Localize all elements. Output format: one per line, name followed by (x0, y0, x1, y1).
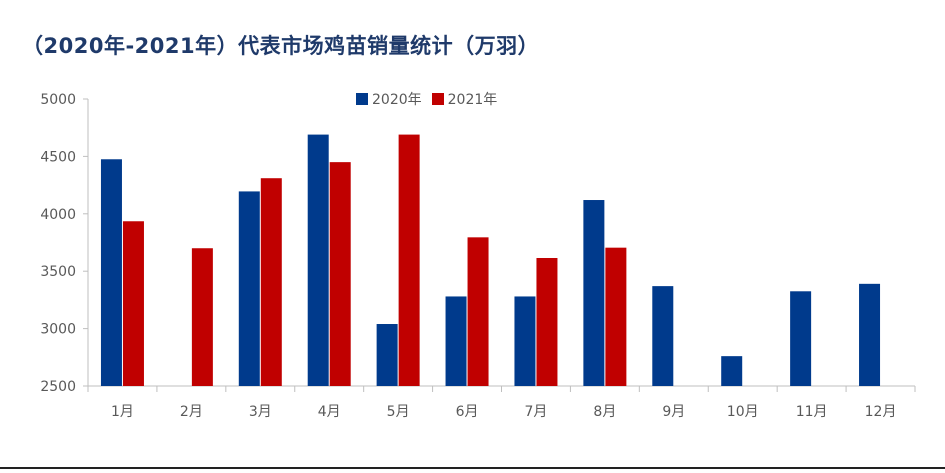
y-tick-label: 5000 (40, 92, 76, 108)
bar-2021年-1月 (122, 221, 144, 386)
bar-2020年-11月 (790, 291, 812, 386)
bar-2020年-9月 (652, 286, 674, 386)
x-tick-label: 9月 (662, 404, 685, 420)
bar-2020年-5月 (376, 324, 398, 386)
legend-swatch-2020 (356, 93, 368, 105)
x-tick-label: 3月 (249, 404, 272, 420)
bar-2020年-6月 (445, 296, 467, 386)
bar-2021年-3月 (260, 178, 282, 386)
y-tick-label: 4500 (40, 149, 76, 165)
bar-2020年-1月 (100, 159, 122, 386)
x-tick-label: 7月 (524, 404, 547, 420)
bar-2021年-7月 (536, 257, 558, 386)
bar-2020年-10月 (721, 356, 743, 386)
y-tick-label: 4000 (40, 207, 76, 223)
x-tick-label: 4月 (318, 404, 341, 420)
legend-item-2021: 2021年 (431, 89, 498, 109)
bar-2021年-2月 (191, 248, 213, 386)
chart-title: （2020年-2021年）代表市场鸡苗销量统计（万羽） (22, 34, 540, 58)
x-tick-label: 1月 (111, 404, 134, 420)
x-tick-label: 5月 (387, 404, 410, 420)
x-tick-label: 10月 (727, 404, 759, 420)
y-tick-label: 2500 (40, 379, 76, 395)
legend-swatch-2021 (431, 93, 444, 105)
legend-label-2021: 2021年 (447, 92, 498, 108)
legend-label-2020: 2020年 (372, 92, 422, 108)
bar-2021年-4月 (329, 162, 351, 386)
x-tick-label: 11月 (796, 404, 828, 420)
bar-2020年-8月 (583, 200, 605, 386)
x-tick-label: 2月 (180, 404, 203, 420)
bar-2021年-8月 (605, 247, 627, 386)
x-tick-label: 12月 (865, 404, 897, 420)
bar-2020年-12月 (859, 283, 881, 386)
legend-item-2020: 2020年 (356, 89, 422, 109)
x-tick-label: 6月 (456, 404, 479, 420)
y-tick-label: 3000 (40, 322, 76, 338)
bar-2021年-5月 (398, 134, 420, 386)
x-tick-label: 8月 (593, 404, 616, 420)
bar-2021年-6月 (467, 237, 489, 386)
bottom-divider (0, 467, 945, 469)
bar-2020年-4月 (307, 134, 329, 386)
bar-2020年-3月 (238, 191, 260, 386)
bar-2020年-7月 (514, 296, 536, 386)
legend: 2020年 2021年 (356, 89, 507, 109)
y-tick-label: 3500 (40, 264, 76, 280)
